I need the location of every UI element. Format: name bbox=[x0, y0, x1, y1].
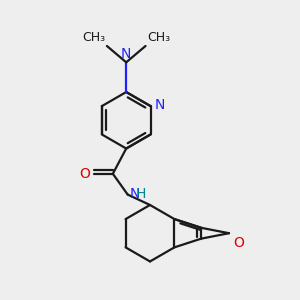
Text: O: O bbox=[233, 236, 244, 250]
Text: O: O bbox=[79, 167, 90, 181]
Text: CH₃: CH₃ bbox=[82, 32, 105, 44]
Text: N: N bbox=[154, 98, 165, 112]
Text: N: N bbox=[121, 47, 131, 61]
Text: CH₃: CH₃ bbox=[147, 32, 170, 44]
Text: N: N bbox=[129, 187, 140, 201]
Text: H: H bbox=[136, 187, 146, 201]
